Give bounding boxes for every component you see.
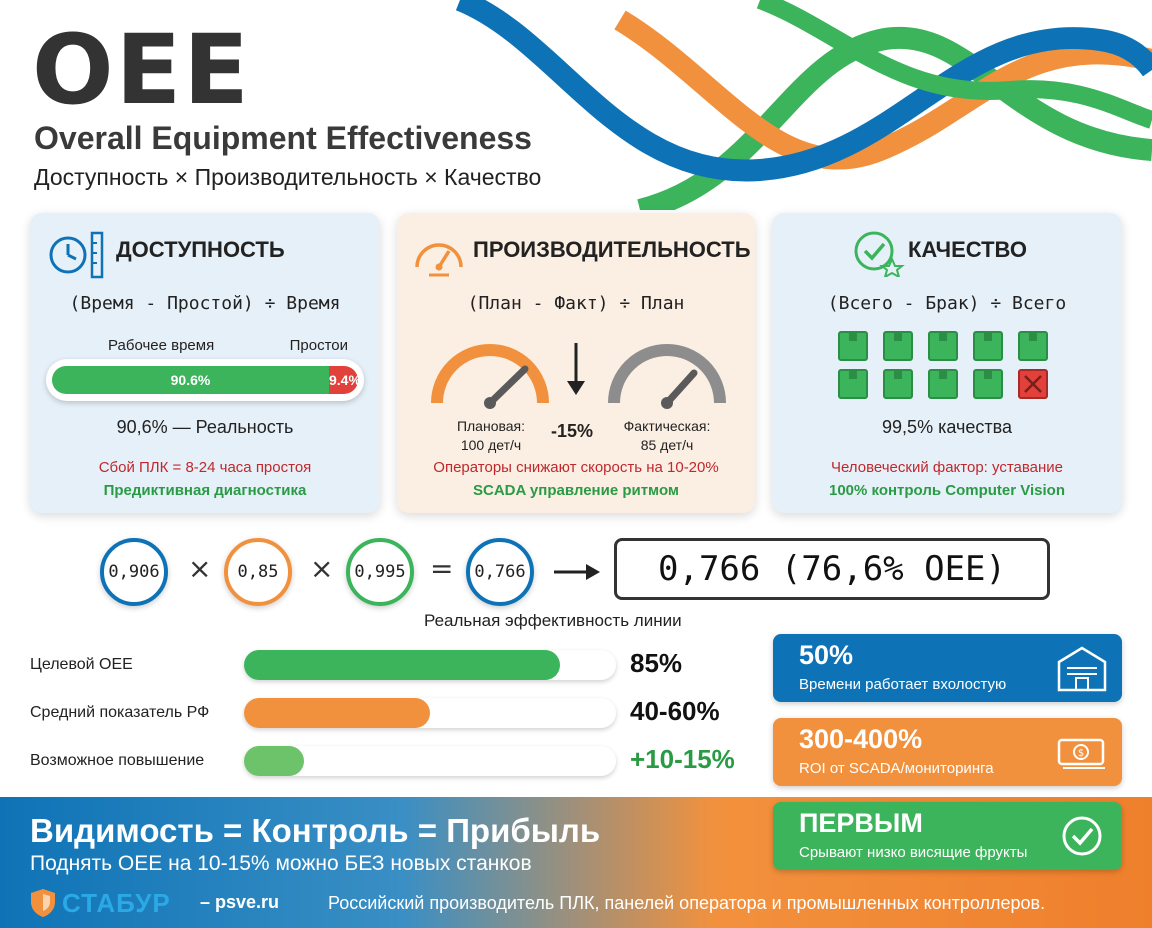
planned-rate: Плановая: 100 дет/ч: [456, 418, 526, 453]
stat-value: 50%: [799, 640, 854, 670]
availability-fix: Предиктивная диагностика: [103, 482, 307, 499]
availability-title: ДОСТУПНОСТЬ: [116, 237, 285, 262]
brand-name: СТАБУР: [62, 888, 171, 918]
stat-value: 300-400%: [799, 724, 923, 754]
availability-formula: (Время - Простой) ÷ Время: [69, 293, 341, 314]
availability-result: 90,6% — Реальность: [116, 417, 294, 437]
availability-bar: 90.6% 9.4%: [46, 359, 364, 401]
good-part-box: [883, 331, 913, 361]
planned-gauge: [431, 344, 549, 409]
performance-fix: SCADA управление ритмом: [472, 482, 680, 499]
good-part-box: [838, 331, 868, 361]
good-part-box: [973, 331, 1003, 361]
actual-gauge: [608, 344, 726, 409]
check-star-icon: [854, 231, 905, 277]
defect-part-box: [1018, 369, 1048, 399]
page-formula: Доступность × Производительность × Качес…: [34, 164, 542, 190]
oee-factor: 0,766: [466, 538, 534, 606]
quality-formula: (Всего - Брак) ÷ Всего: [827, 293, 1067, 314]
performance-delta: -15%: [551, 421, 594, 441]
comparison-value: 85%: [630, 648, 683, 678]
work-time-label: Рабочее время: [108, 337, 215, 354]
stat-caption: ROI от SCADA/мониторинга: [799, 760, 994, 777]
quality-factor: 0,995: [346, 538, 414, 606]
down-arrow-icon: [567, 343, 585, 395]
performance-title: ПРОИЗВОДИТЕЛЬНОСТЬ: [473, 237, 751, 262]
stat-caption: Времени работает вхолостую: [799, 676, 1007, 693]
shield-icon: [31, 889, 55, 917]
brand-site[interactable]: – psve.ru: [200, 892, 280, 912]
availability-factor: 0,906: [100, 538, 168, 606]
comparison-row: Целевой OEE 85%: [30, 646, 750, 686]
quality-result: 99,5% качества: [882, 417, 1012, 437]
stat-caption: Срывают низко висящие фрукты: [799, 844, 1028, 861]
quality-title: КАЧЕСТВО: [908, 237, 1028, 262]
performance-warning: Операторы снижают скорость на 10-20%: [433, 459, 719, 476]
comparison-value: +10-15%: [630, 744, 735, 774]
good-part-box: [928, 331, 958, 361]
good-part-box: [838, 369, 868, 399]
stat-box-roi: 300-400% ROI от SCADA/мониторинга $: [773, 718, 1122, 786]
quality-warning: Человеческий фактор: уставание: [830, 459, 1064, 476]
banner-title: Видимость = Контроль = Прибыль: [30, 812, 601, 849]
stat-box-first: ПЕРВЫМ Срывают низко висящие фрукты: [773, 802, 1122, 870]
comparison-fill: [244, 698, 430, 728]
banner-subtitle: Поднять OEE на 10-15% можно БЕЗ новых ст…: [30, 852, 532, 875]
availability-warning: Сбой ПЛК = 8-24 часа простоя: [98, 459, 312, 476]
brand-description: Российский производитель ПЛК, панелей оп…: [328, 893, 1046, 913]
money-icon: $: [1057, 738, 1105, 769]
times-sign: ×: [310, 552, 334, 585]
actual-rate: Фактическая: 85 дет/ч: [623, 418, 711, 453]
comparison-fill: [244, 746, 304, 776]
downtime-label: Простои: [289, 337, 348, 354]
good-part-box: [973, 369, 1003, 399]
stat-box-idle: 50% Времени работает вхолостую: [773, 634, 1122, 702]
performance-formula: (План - Факт) ÷ План: [467, 293, 685, 314]
comparison-row: Возможное повышение +10-15%: [30, 742, 750, 782]
stat-value: ПЕРВЫМ: [799, 808, 923, 838]
work-time-fill: 90.6%: [52, 366, 329, 394]
speedometer-icon: [415, 243, 463, 277]
comparison-label: Средний показатель РФ: [30, 704, 210, 721]
comparison-track: [244, 650, 616, 680]
quality-card: КАЧЕСТВО (Всего - Брак) ÷ Всего 99,5% ка…: [772, 213, 1122, 513]
comparison-track: [244, 746, 616, 776]
comparison-value: 40-60%: [630, 696, 720, 726]
page-title: OEE: [32, 14, 251, 126]
comparison-fill: [244, 650, 560, 680]
oee-equation: 0,906 × 0,85 × 0,995 = 0,766: [100, 532, 1100, 612]
comparison-row: Средний показатель РФ 40-60%: [30, 694, 750, 734]
comparison-label: Целевой OEE: [30, 656, 133, 673]
good-part-box: [928, 369, 958, 399]
oee-caption: Реальная эффективность линии: [424, 611, 682, 630]
oee-result-box: 0,766 (76,6% OEE): [614, 538, 1050, 600]
comparison-label: Возможное повышение: [30, 752, 205, 769]
times-sign: ×: [188, 552, 212, 585]
page-subtitle: Overall Equipment Effectiveness: [34, 120, 532, 156]
check-circle-icon: [1062, 816, 1102, 856]
quality-boxes: [838, 331, 1058, 411]
comparison-track: [244, 698, 616, 728]
good-part-box: [1018, 331, 1048, 361]
svg-text:$: $: [1078, 748, 1084, 759]
warehouse-icon: [1057, 646, 1107, 692]
arrow-right-icon: [554, 564, 600, 580]
good-part-box: [883, 369, 913, 399]
quality-fix: 100% контроль Computer Vision: [828, 482, 1065, 499]
availability-card: ДОСТУПНОСТЬ (Время - Простой) ÷ Время Ра…: [30, 213, 380, 513]
equals-sign: =: [430, 552, 454, 585]
performance-card: ПРОИЗВОДИТЕЛЬНОСТЬ (План - Факт) ÷ План …: [397, 213, 755, 513]
clock-ruler-icon: [49, 231, 104, 279]
decorative-waves: [455, 0, 1152, 210]
downtime-fill: 9.4%: [329, 366, 361, 394]
performance-factor: 0,85: [224, 538, 292, 606]
